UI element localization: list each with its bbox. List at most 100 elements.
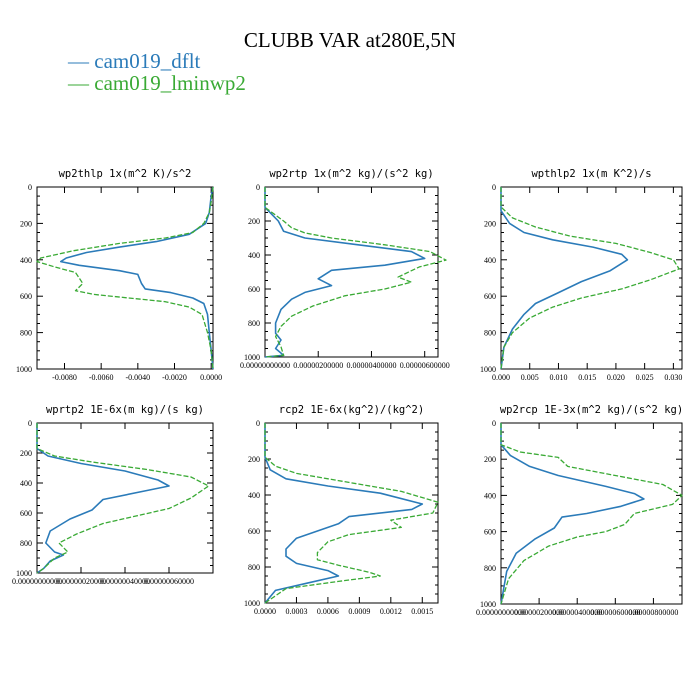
x-tick-label: 0.00000000000 xyxy=(12,577,62,586)
y-tick-label: 600 xyxy=(248,527,260,536)
series-line-cam019_lminwp2 xyxy=(500,187,680,370)
x-tick-label: 0.015 xyxy=(578,373,596,382)
y-tick-label: 200 xyxy=(248,455,260,464)
series-line-cam019_lminwp2 xyxy=(500,423,683,605)
chart-panel-5: rcp2 1E-6x(kg^2)/(kg^2) 0 200 400 600 800 1000… xyxy=(244,404,439,616)
x-tick-label: 0.0015 xyxy=(411,607,433,616)
x-tick-label: 0.00000200000 xyxy=(514,608,564,617)
x-tick-label: 0.00000020000 xyxy=(56,577,106,586)
panel-title: wp2rcp 1E-3x(m^2 kg)/(s^2 kg) xyxy=(500,404,683,416)
legend: — cam019_dflt — cam019_lminwp2 xyxy=(68,50,246,94)
panel-title: rcp2 1E-6x(kg^2)/(kg^2) xyxy=(279,404,424,416)
y-tick-label: 200 xyxy=(484,455,496,464)
panel-frame xyxy=(500,422,683,605)
x-tick-label: 0.020 xyxy=(607,373,625,382)
y-tick-label: 400 xyxy=(248,251,260,260)
x-tick-label: 0.010 xyxy=(549,373,567,382)
series-line-cam019_lminwp2 xyxy=(36,186,214,370)
y-tick-label: 1000 xyxy=(16,365,32,374)
chart-panel-2: wp2rtp 1x(m^2 kg)/(s^2 kg) 0 200 400 600 800 1… xyxy=(240,168,450,370)
y-tick-label: 800 xyxy=(248,563,260,572)
x-tick-label: -0.0040 xyxy=(125,373,150,382)
y-tick-label: 800 xyxy=(484,564,496,573)
y-tick-label: 200 xyxy=(20,219,32,228)
chart-panel-4: wprtp2 1E-6x(m kg)/(s kg) 0 200 400 600 800 10… xyxy=(12,404,214,586)
y-tick-label: 0 xyxy=(492,183,496,192)
panel-title: wp2rtp 1x(m^2 kg)/(s^2 kg) xyxy=(269,168,433,180)
y-tick-label: 600 xyxy=(484,292,496,301)
x-tick-label: 0.000 xyxy=(492,373,510,382)
x-tick-label: -0.0020 xyxy=(162,373,187,382)
x-tick-label: 0.0009 xyxy=(348,607,370,616)
panel-title: wp2thlp 1x(m^2 K)/s^2 xyxy=(59,168,192,180)
x-tick-label: 0.0003 xyxy=(285,607,307,616)
x-tick-label: -0.0080 xyxy=(52,373,77,382)
y-tick-label: 400 xyxy=(484,256,496,265)
chart-panel-3: wpthlp2 1x(m K^2)/s020040060080010000.00… xyxy=(480,168,683,382)
x-tick-label: 0.0000 xyxy=(200,373,222,382)
y-tick-label: 400 xyxy=(484,491,496,500)
x-tick-label: 0.00000000000 xyxy=(240,361,290,370)
y-tick-label: 0 xyxy=(28,183,32,192)
x-tick-label: 0.030 xyxy=(664,373,682,382)
y-tick-label: 400 xyxy=(248,491,260,500)
x-tick-label: -0.0060 xyxy=(89,373,114,382)
figure-title: CLUBB VAR at280E,5N xyxy=(243,28,457,52)
legend-dash-icon: — xyxy=(68,49,95,73)
x-tick-label: 0.00000200000 xyxy=(293,361,343,370)
y-tick-label: 1000 xyxy=(16,569,32,578)
x-tick-label: 0.0006 xyxy=(317,607,339,616)
y-tick-label: 600 xyxy=(20,292,32,301)
x-tick-label: 0.00000000000 xyxy=(476,608,526,617)
y-tick-label: 600 xyxy=(484,528,496,537)
x-tick-label: 0.00000400000 xyxy=(346,361,396,370)
legend-dash-icon: — xyxy=(68,71,95,95)
x-tick-label: 0.00000060000 xyxy=(144,577,194,586)
series-line-cam019_lminwp2 xyxy=(36,423,210,574)
x-tick-label: 0.00000600000 xyxy=(590,608,640,617)
y-tick-label: 0 xyxy=(28,419,32,428)
x-tick-label: 0.025 xyxy=(636,373,654,382)
x-tick-label: 0.005 xyxy=(521,373,539,382)
x-tick-label: 0.00000040000 xyxy=(100,577,150,586)
legend-label-lminwp2: cam019_lminwp2 xyxy=(94,71,246,95)
series-line-cam019_dflt xyxy=(264,187,426,358)
panel-frame xyxy=(264,186,439,358)
legend-label-dflt: cam019_dflt xyxy=(94,49,201,73)
x-tick-label: 0.0000 xyxy=(254,607,276,616)
series-line-cam019_dflt xyxy=(36,423,170,574)
y-tick-label: 200 xyxy=(248,217,260,226)
y-tick-label: 0 xyxy=(256,183,260,192)
y-tick-label: 800 xyxy=(20,539,32,548)
chart-panel-6: wp2rcp 1E-3x(m^2 kg)/(s^2 kg) 0 200 400 600 8… xyxy=(476,404,683,617)
legend-entry-lminwp2: — cam019_lminwp2 xyxy=(68,72,246,94)
series-line-cam019_lminwp2 xyxy=(264,187,447,358)
x-tick-label: 0.00000400000 xyxy=(552,608,602,617)
y-tick-label: 600 xyxy=(248,285,260,294)
y-tick-label: 800 xyxy=(484,329,496,338)
legend-entry-dflt: — cam019_dflt xyxy=(68,50,246,72)
y-tick-label: 0 xyxy=(492,419,496,428)
y-tick-label: 800 xyxy=(20,329,32,338)
x-tick-label: 0.0012 xyxy=(380,607,402,616)
y-tick-label: 1000 xyxy=(244,353,260,362)
y-tick-label: 200 xyxy=(484,219,496,228)
series-line-cam019_dflt xyxy=(500,187,629,370)
y-tick-label: 0 xyxy=(256,419,260,428)
series-line-cam019_lminwp2 xyxy=(264,423,439,604)
y-tick-label: 400 xyxy=(20,479,32,488)
series-line-cam019_dflt xyxy=(264,423,424,604)
panel-frame xyxy=(36,186,214,370)
panel-frame xyxy=(36,422,214,574)
y-tick-label: 1000 xyxy=(480,600,496,609)
series-line-cam019_dflt xyxy=(59,186,214,370)
y-tick-label: 800 xyxy=(248,319,260,328)
y-tick-label: 200 xyxy=(20,449,32,458)
y-tick-label: 600 xyxy=(20,509,32,518)
y-tick-label: 400 xyxy=(20,256,32,265)
chart-panel-1: wp2thlp 1x(m^2 K)/s^2 0 200 400 600 800 1000 -0… xyxy=(16,168,222,382)
panel-title: wprtp2 1E-6x(m kg)/(s kg) xyxy=(46,404,204,416)
y-tick-label: 1000 xyxy=(244,599,260,608)
y-tick-label: 1000 xyxy=(480,365,496,374)
